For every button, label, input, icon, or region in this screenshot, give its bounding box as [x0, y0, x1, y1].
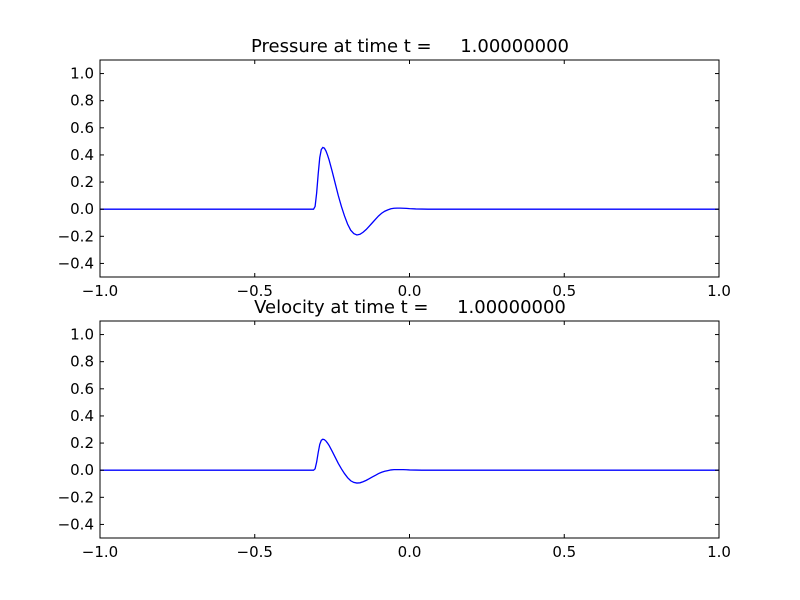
- velocity-title: Velocity at time t = 1.00000000: [254, 297, 566, 318]
- pressure-axes-frame: [99, 59, 720, 278]
- pressure-y-tick-label: −0.4: [58, 254, 94, 272]
- pressure-y-tick-label: 0.4: [70, 146, 94, 164]
- velocity-y-tick-label: −0.2: [58, 488, 94, 506]
- velocity-y-tick-label: 0.4: [70, 407, 94, 425]
- velocity-y-tick-label: −0.4: [58, 515, 94, 533]
- velocity-y-tick-label: 0.8: [70, 353, 94, 371]
- velocity-panel: Velocity at time t = 1.00000000 −1.0 −0.5…: [58, 297, 731, 561]
- velocity-y-tick-label: 0.2: [70, 434, 94, 452]
- pressure-y-tick-label: −0.2: [58, 227, 94, 245]
- pressure-panel: Pressure at time t = 1.00000000 −1.0 −0.5…: [58, 36, 731, 300]
- pressure-x-tick-label: 1.0: [707, 282, 731, 300]
- velocity-axes-frame: [99, 320, 720, 539]
- pressure-x-tick-label: 0.5: [552, 282, 576, 300]
- velocity-x-tick-label: 0.0: [398, 543, 422, 561]
- velocity-y-tick-label: 1.0: [70, 326, 94, 344]
- pressure-series-line-0: [100, 146, 719, 236]
- velocity-y-tick-label: 0.6: [70, 380, 94, 398]
- pressure-y-tick-label: 0.6: [70, 119, 94, 137]
- pressure-x-tick-label: 0.0: [398, 282, 422, 300]
- velocity-x-tick-label: 0.5: [552, 543, 576, 561]
- velocity-x-tick-label: −0.5: [237, 543, 273, 561]
- pressure-y-tick-label: 1.0: [70, 65, 94, 83]
- pressure-x-tick-label: −1.0: [82, 282, 118, 300]
- pressure-y-tick-label: 0.8: [70, 92, 94, 110]
- pressure-y-tick-label: 0.2: [70, 173, 94, 191]
- velocity-series-line-0: [100, 438, 719, 484]
- velocity-x-tick-label: −1.0: [82, 543, 118, 561]
- velocity-y-tick-label: 0.0: [70, 461, 94, 479]
- pressure-x-tick-label: −0.5: [237, 282, 273, 300]
- pressure-y-tick-label: 0.0: [70, 200, 94, 218]
- pressure-title: Pressure at time t = 1.00000000: [251, 36, 569, 57]
- velocity-x-tick-label: 1.0: [707, 543, 731, 561]
